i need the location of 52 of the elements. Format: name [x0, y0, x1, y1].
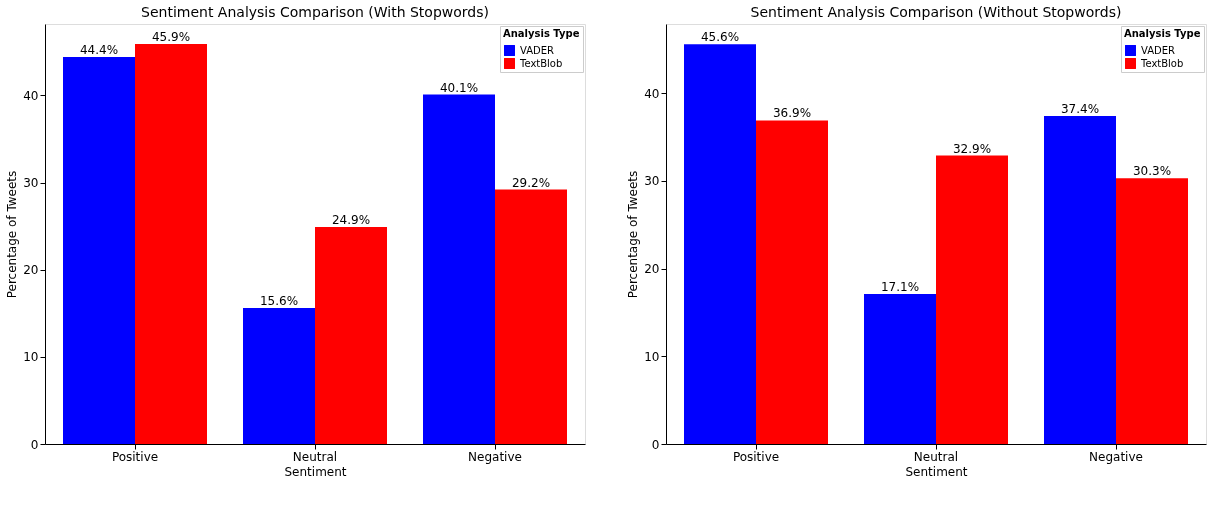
bar [315, 227, 387, 444]
bar [243, 308, 315, 444]
y-axis-title: Percentage of Tweets [626, 170, 641, 299]
bar [423, 94, 495, 444]
y-tick-label: 30 [23, 176, 39, 191]
y-tick-label: 10 [23, 350, 39, 365]
legend-label: VADER [520, 44, 555, 56]
data-label: 36.9% [772, 106, 812, 121]
bar [684, 44, 756, 444]
data-label: 30.3% [1132, 164, 1172, 179]
x-tick-label: Negative [1089, 449, 1143, 464]
data-label: 15.6% [259, 294, 299, 309]
x-tick-label: Neutral [913, 449, 959, 464]
data-label: 17.1% [880, 280, 920, 295]
data-label: 24.9% [331, 213, 371, 228]
data-label: 45.6% [700, 30, 740, 45]
x-axis-title: Sentiment [905, 464, 968, 479]
x-tick-label: Positive [111, 449, 159, 464]
data-label: 37.4% [1060, 102, 1100, 117]
y-tick-label: 40 [23, 88, 39, 103]
y-tick-label: 0 [651, 437, 660, 452]
y-tick-label: 10 [644, 349, 660, 364]
legend-label: TextBlob [1140, 57, 1184, 69]
legend-title: Analysis Type [503, 28, 580, 39]
data-label: 32.9% [952, 141, 992, 156]
x-tick-label: Positive [732, 449, 780, 464]
y-tick-label: 30 [644, 174, 660, 189]
bar [63, 57, 135, 444]
y-tick-label: 20 [644, 262, 660, 277]
data-label: 40.1% [439, 80, 479, 95]
x-tick-label: Neutral [292, 449, 338, 464]
data-label: 45.9% [151, 30, 191, 45]
chart-title: Sentiment Analysis Comparison (Without Stopwords) [750, 4, 1122, 20]
bar [495, 189, 567, 444]
legend-title: Analysis Type [1124, 28, 1201, 39]
bar [936, 155, 1008, 444]
bar [756, 120, 828, 444]
x-axis-title: Sentiment [284, 464, 347, 479]
y-axis-title: Percentage of Tweets [5, 170, 20, 299]
y-tick-label: 0 [30, 437, 39, 452]
chart-title: Sentiment Analysis Comparison (With Stopwords) [141, 4, 489, 20]
bar [1116, 178, 1188, 444]
bar [864, 294, 936, 444]
data-label: 44.4% [79, 43, 119, 58]
data-label: 29.2% [511, 175, 551, 190]
x-tick-label: Negative [468, 449, 522, 464]
bar [1044, 116, 1116, 444]
legend-label: VADER [1141, 44, 1176, 56]
legend-label: TextBlob [519, 57, 563, 69]
bar [135, 44, 207, 444]
y-tick-label: 40 [644, 86, 660, 101]
y-tick-label: 20 [23, 263, 39, 278]
